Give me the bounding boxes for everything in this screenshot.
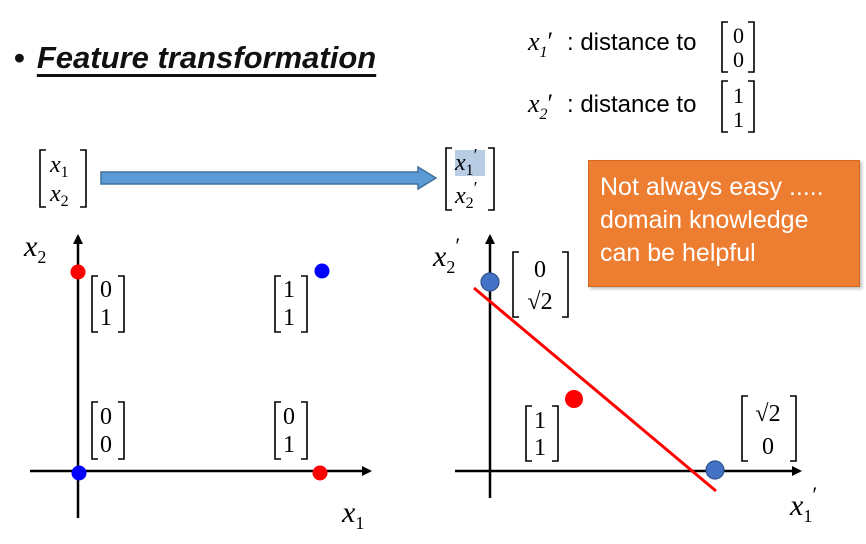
bullet: • bbox=[14, 40, 25, 75]
source-vector: x1 x2 bbox=[39, 149, 87, 210]
right-ylabel: x2′ bbox=[432, 233, 460, 277]
left-ylabel: x2 bbox=[23, 230, 46, 267]
svg-text:√2: √2 bbox=[755, 401, 780, 427]
svg-text:0: 0 bbox=[100, 404, 112, 430]
label-0-1: 0 1 bbox=[91, 275, 125, 333]
title-text: Feature transformation bbox=[36, 40, 377, 75]
point-sqrt2-0 bbox=[705, 460, 725, 480]
svg-text:0: 0 bbox=[762, 434, 774, 460]
callout-line-2: domain knowledge bbox=[600, 206, 809, 234]
svg-text:1: 1 bbox=[534, 435, 546, 461]
transform-arrow bbox=[100, 165, 438, 191]
def2-var: x2′ bbox=[527, 89, 553, 123]
label-0-sqrt2: 0 √2 bbox=[512, 251, 569, 318]
source-x1: x1 bbox=[49, 152, 69, 181]
def1-vec-top: 0 bbox=[733, 23, 744, 48]
def1-label: : distance to bbox=[567, 29, 696, 56]
point-0-sqrt2 bbox=[480, 272, 500, 292]
right-plot: x2′ x1′ 0 √2 1 1 √2 0 bbox=[432, 233, 817, 526]
svg-text:√2: √2 bbox=[527, 289, 552, 315]
svg-text:1: 1 bbox=[283, 305, 295, 331]
slide-title: • Feature transformation bbox=[14, 40, 376, 76]
def2-vec-top: 1 bbox=[733, 83, 744, 108]
svg-text:0: 0 bbox=[100, 432, 112, 458]
svg-text:0: 0 bbox=[100, 277, 112, 303]
target-vector: x1′ x2′ bbox=[445, 145, 495, 212]
source-x2: x2 bbox=[49, 181, 69, 210]
definition-1: x1′ : distance to 0 0 bbox=[527, 21, 755, 73]
point-0-1-red bbox=[70, 264, 86, 280]
target-x2: x2′ bbox=[454, 178, 478, 212]
label-1-1-right: 1 1 bbox=[525, 405, 559, 462]
point-1-1-blue bbox=[314, 263, 330, 279]
label-sqrt2-0: √2 0 bbox=[741, 395, 797, 462]
right-xlabel: x1′ bbox=[789, 482, 817, 526]
def2-label: : distance to bbox=[567, 91, 696, 118]
label-0-0: 0 0 bbox=[91, 401, 125, 460]
left-plot: x2 x1 0 1 1 1 0 0 0 1 bbox=[23, 230, 372, 533]
def1-var: x1′ bbox=[527, 27, 553, 61]
svg-text:1: 1 bbox=[534, 408, 546, 434]
svg-text:1: 1 bbox=[283, 432, 295, 458]
def1-vec-bottom: 0 bbox=[733, 47, 744, 72]
point-1-1-red bbox=[565, 390, 583, 408]
highlight bbox=[455, 150, 485, 176]
point-1-0-red bbox=[312, 465, 328, 481]
svg-text:0: 0 bbox=[534, 257, 546, 283]
callout-line-3: can be helpful bbox=[600, 239, 756, 267]
svg-text:1: 1 bbox=[283, 277, 295, 303]
separating-line bbox=[473, 286, 717, 493]
label-1-0: 0 1 bbox=[274, 401, 308, 460]
definition-2: x2′ : distance to 1 1 bbox=[527, 80, 755, 133]
callout-line-1: Not always easy ..... bbox=[600, 173, 824, 201]
point-0-0-blue bbox=[71, 465, 87, 481]
svg-text:1: 1 bbox=[100, 305, 112, 331]
callout-box: Not always easy ..... domain knowledge c… bbox=[588, 160, 860, 287]
left-xlabel: x1 bbox=[341, 496, 364, 533]
def2-vec-bottom: 1 bbox=[733, 107, 744, 132]
svg-text:0: 0 bbox=[283, 404, 295, 430]
label-1-1: 1 1 bbox=[274, 275, 308, 333]
